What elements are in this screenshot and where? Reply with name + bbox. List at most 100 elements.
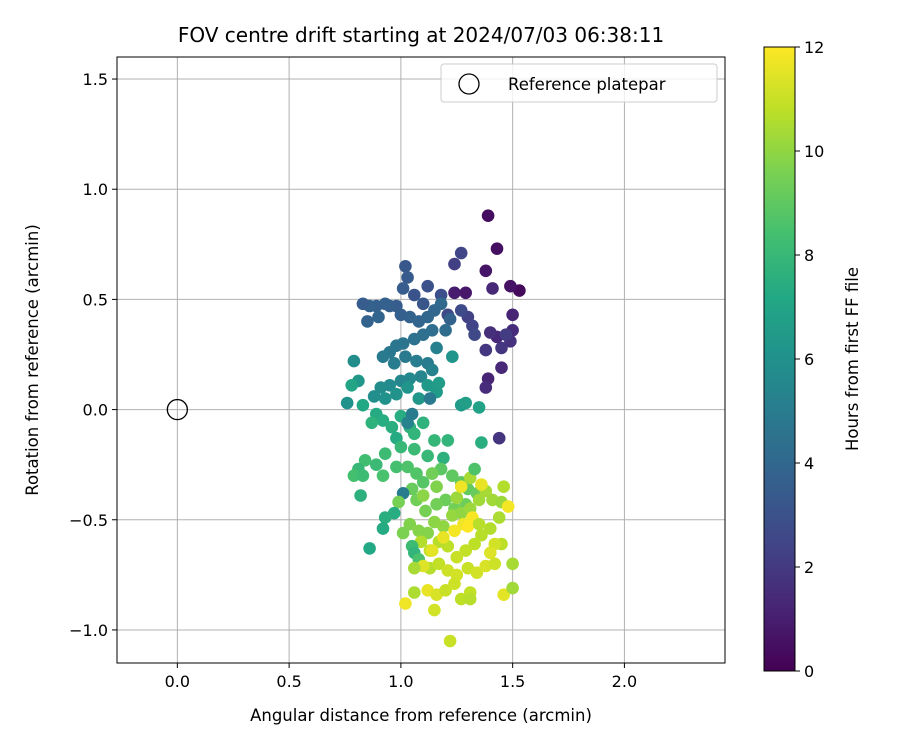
data-point — [481, 209, 495, 222]
data-point — [387, 357, 401, 370]
data-point — [354, 489, 367, 502]
colorbar-tick-label: 2 — [804, 558, 814, 577]
data-point — [439, 584, 452, 597]
colorbar-tick-label: 12 — [804, 38, 824, 57]
x-axis-label: Angular distance from reference (arcmin) — [250, 706, 592, 725]
data-point — [454, 480, 468, 494]
data-point — [454, 592, 468, 606]
data-point — [506, 581, 519, 595]
data-point — [345, 379, 359, 392]
data-point — [376, 522, 390, 535]
data-point — [376, 469, 390, 483]
data-point — [376, 414, 390, 427]
data-point — [484, 546, 497, 560]
data-point — [450, 550, 464, 564]
data-point — [488, 557, 502, 571]
data-point — [484, 522, 497, 535]
data-point — [425, 363, 439, 377]
y-tick-label: −1.0 — [69, 621, 108, 640]
chart-title: FOV centre drift starting at 2024/07/03 … — [178, 23, 664, 47]
data-point — [504, 279, 517, 293]
data-point — [408, 427, 421, 441]
legend-marker-reference — [458, 73, 480, 95]
data-point — [403, 517, 417, 531]
x-tick-label: 0.5 — [276, 672, 301, 691]
data-point — [443, 312, 457, 326]
data-point — [432, 557, 446, 571]
data-point — [437, 520, 450, 533]
plot-frame — [116, 56, 726, 664]
data-point — [459, 286, 473, 300]
data-point — [378, 447, 392, 461]
data-point — [468, 462, 481, 476]
data-point — [401, 271, 414, 284]
data-point — [416, 489, 430, 502]
data-point — [475, 528, 488, 542]
data-point — [378, 392, 392, 405]
data-point — [390, 387, 403, 401]
y-tick-label: −0.5 — [69, 511, 108, 530]
data-point — [497, 480, 511, 494]
x-tick-label: 2.0 — [612, 672, 637, 691]
data-point — [421, 279, 435, 293]
data-point — [428, 603, 441, 617]
data-point — [399, 350, 412, 364]
data-point — [356, 398, 370, 412]
data-point — [356, 469, 370, 483]
data-point — [421, 379, 435, 392]
data-point — [495, 341, 508, 355]
data-point — [394, 440, 408, 454]
data-point — [499, 328, 513, 342]
data-point — [484, 326, 497, 339]
data-point — [439, 324, 452, 337]
data-point — [506, 308, 519, 322]
colorbar-tick-label: 4 — [804, 454, 814, 473]
data-point — [399, 260, 412, 273]
colorbar-label: Hours from first FF file — [843, 267, 862, 451]
data-point — [361, 315, 374, 328]
data-point — [472, 493, 486, 507]
data-point — [472, 401, 486, 414]
data-point — [506, 557, 519, 571]
data-point — [390, 460, 403, 474]
data-point — [392, 495, 405, 509]
data-point — [416, 476, 430, 489]
data-point — [463, 592, 477, 606]
colorbar-ticks: 0 2 4 6 8 10 12 — [795, 38, 824, 681]
data-point — [430, 480, 443, 494]
data-point — [479, 381, 493, 394]
data-point — [432, 376, 446, 390]
data-point — [459, 544, 473, 557]
data-point — [454, 246, 468, 260]
data-point — [448, 257, 461, 271]
data-point — [421, 526, 435, 540]
data-point — [408, 561, 421, 575]
data-point — [358, 454, 372, 467]
data-point — [365, 416, 379, 430]
data-point — [468, 328, 481, 342]
data-point — [412, 392, 426, 405]
legend-box — [440, 63, 718, 103]
data-point — [396, 282, 410, 295]
data-point — [408, 288, 421, 302]
data-point — [437, 451, 450, 465]
y-tick-label: 1.5 — [83, 70, 108, 89]
data-point — [430, 498, 443, 511]
data-point — [495, 361, 508, 375]
data-point — [486, 282, 499, 295]
data-point — [372, 310, 385, 324]
colorbar-tick-label: 8 — [804, 246, 814, 265]
colorbar-tick-label: 6 — [804, 350, 814, 369]
data-point — [479, 264, 493, 278]
y-axis: −1.0 −0.5 0.0 0.5 1.0 1.5 — [69, 70, 117, 640]
data-point — [454, 304, 468, 317]
data-point — [347, 354, 361, 368]
data-point — [492, 431, 506, 445]
data-point — [428, 434, 441, 447]
data-point — [376, 350, 390, 364]
data-point — [401, 381, 414, 394]
data-point — [401, 460, 414, 474]
data-point — [475, 436, 488, 449]
data-point — [410, 354, 423, 368]
